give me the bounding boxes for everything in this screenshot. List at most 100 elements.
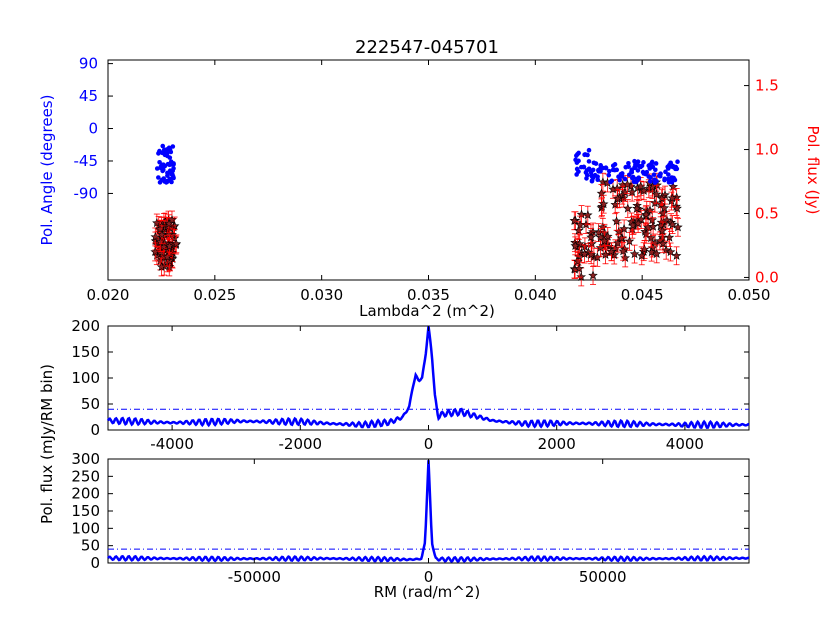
middle-spectrum-line xyxy=(106,326,750,429)
top-marks xyxy=(150,143,683,287)
flux-star xyxy=(647,215,658,225)
angle-point xyxy=(663,169,668,175)
top-xtick-label: 0.035 xyxy=(407,286,450,304)
flux-star xyxy=(606,246,617,256)
flux-star xyxy=(648,221,658,231)
flux-star xyxy=(639,185,649,195)
flux-star xyxy=(633,218,643,228)
flux-star xyxy=(637,250,647,260)
bottom-xtick-label: 0 xyxy=(424,568,434,586)
angle-point xyxy=(169,179,174,185)
flux-star xyxy=(598,177,608,187)
flux-star xyxy=(645,205,655,215)
flux-star xyxy=(665,246,676,257)
middle-ytick-label: 150 xyxy=(71,343,100,361)
angle-point xyxy=(648,174,653,180)
flux-star xyxy=(641,209,651,219)
angle-point xyxy=(635,168,641,173)
angle-point xyxy=(164,150,170,156)
flux-star xyxy=(656,193,667,203)
angle-point xyxy=(167,155,173,160)
top-xtick-label: 0.030 xyxy=(300,286,343,304)
angle-point xyxy=(626,160,631,166)
angle-point xyxy=(629,167,635,173)
flux-star xyxy=(673,222,683,232)
angle-point xyxy=(165,173,170,178)
angle-point xyxy=(160,143,166,149)
bottom-ytick-label: 200 xyxy=(71,485,100,503)
top-ytick-right-label: 1.5 xyxy=(755,77,779,95)
flux-star xyxy=(646,247,657,257)
middle-ytick-label: 200 xyxy=(71,317,100,335)
flux-star xyxy=(646,233,656,243)
angle-point xyxy=(653,161,659,166)
flux-star xyxy=(650,198,660,208)
angle-point xyxy=(582,152,588,157)
angle-point xyxy=(593,161,599,166)
flux-star xyxy=(622,179,633,189)
angle-point xyxy=(644,169,650,175)
middle-plot-frame xyxy=(107,325,750,431)
angle-point xyxy=(590,167,596,173)
angle-point xyxy=(666,172,671,177)
flux-star xyxy=(671,250,682,260)
angle-point xyxy=(576,158,581,164)
flux-star xyxy=(612,193,623,203)
flux-star xyxy=(579,249,590,259)
flux-star xyxy=(651,189,662,199)
top-ytick-right-label: 0.0 xyxy=(755,268,779,286)
angle-point xyxy=(648,179,653,184)
flux-star xyxy=(629,249,640,259)
angle-point xyxy=(612,162,618,167)
flux-star xyxy=(619,223,629,233)
flux-star xyxy=(570,240,581,250)
flux-star xyxy=(162,252,173,262)
angle-point xyxy=(667,177,672,183)
flux-star xyxy=(599,235,610,245)
top-ylabel-left: Pol. Angle (degrees) xyxy=(38,95,56,246)
angle-point xyxy=(668,162,674,167)
angle-point xyxy=(633,162,638,167)
angle-point xyxy=(675,159,680,165)
angle-point xyxy=(160,150,165,156)
angle-point xyxy=(640,169,646,175)
flux-star xyxy=(582,210,593,220)
flux-star xyxy=(574,263,585,273)
angle-point xyxy=(629,175,635,181)
middle-xtick-label: -2000 xyxy=(279,435,323,453)
flux-star xyxy=(668,181,678,191)
flux-star xyxy=(618,246,629,256)
angle-point xyxy=(157,180,163,185)
angle-point xyxy=(606,168,612,174)
bottom-xtick-label: 50000 xyxy=(579,568,627,586)
flux-star xyxy=(588,270,598,280)
middle-ytick-label: 50 xyxy=(81,395,100,413)
flux-star xyxy=(164,241,175,251)
middle-ticks: -4000 -2000 0 2000 4000 0 50 100 150 200 xyxy=(71,317,749,453)
angle-point xyxy=(619,171,625,176)
flux-star xyxy=(598,222,608,232)
angle-point xyxy=(165,161,171,167)
top-ytick-left-label: 90 xyxy=(79,55,98,73)
angle-point xyxy=(589,178,595,184)
angle-point xyxy=(586,159,592,164)
flux-star xyxy=(573,225,584,235)
flux-star xyxy=(632,203,642,213)
angle-point xyxy=(626,164,631,169)
flux-star xyxy=(575,220,585,230)
flux-star xyxy=(150,246,161,256)
flux-star xyxy=(611,216,622,226)
angle-point xyxy=(647,166,653,171)
angle-point xyxy=(614,167,620,173)
angle-point xyxy=(665,164,670,170)
angle-point xyxy=(596,167,601,173)
angle-point xyxy=(616,174,621,180)
angle-point xyxy=(171,161,176,166)
angle-point xyxy=(576,169,581,174)
flux-star xyxy=(164,218,174,228)
angle-point xyxy=(608,179,613,185)
angle-point xyxy=(156,175,161,180)
flux-star xyxy=(624,236,635,246)
